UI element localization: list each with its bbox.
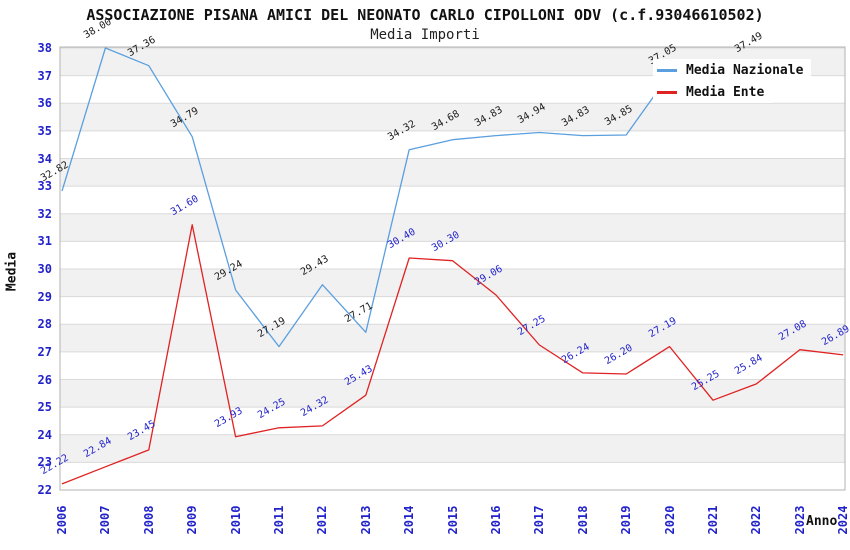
y-tick-28: 28 — [37, 317, 52, 332]
legend-label-media-ente: Media Ente — [686, 84, 765, 100]
x-tick-2015: 2015 — [445, 505, 460, 535]
y-tick-23: 23 — [37, 455, 52, 470]
y-tick-31: 31 — [37, 234, 52, 249]
x-tick-2017: 2017 — [532, 505, 547, 535]
x-tick-2021: 2021 — [706, 505, 720, 535]
y-tick-27: 27 — [37, 344, 52, 359]
y-tick-38: 38 — [37, 41, 52, 55]
y-tick-22: 22 — [37, 483, 52, 497]
x-axis-label: Anno — [806, 514, 838, 529]
y-tick-25: 25 — [37, 400, 52, 415]
x-tick-2012: 2012 — [315, 505, 330, 535]
chart-title: ASSOCIAZIONE PISANA AMICI DEL NEONATO CA… — [86, 6, 764, 24]
x-tick-2016: 2016 — [489, 505, 503, 535]
y-tick-36: 36 — [37, 96, 52, 111]
x-tick-2013: 2013 — [358, 505, 373, 535]
x-tick-2018: 2018 — [575, 505, 590, 535]
x-tick-2006: 2006 — [55, 505, 69, 535]
y-tick-33: 33 — [37, 179, 52, 194]
y-tick-26: 26 — [37, 372, 52, 387]
legend-item-media-ente: Media Ente — [653, 81, 773, 103]
legend-item-media-nazionale: Media Nazionale — [653, 59, 812, 81]
x-tick-2019: 2019 — [619, 505, 634, 535]
x-tick-2020: 2020 — [662, 505, 677, 535]
media-nazionale-line-swatch-icon — [657, 68, 677, 72]
legend: Media Nazionale Media Ente — [653, 59, 812, 103]
x-tick-2009: 2009 — [185, 505, 200, 535]
legend-label-media-nazionale: Media Nazionale — [686, 62, 804, 78]
y-axis-label: Media — [4, 251, 20, 292]
x-tick-2014: 2014 — [402, 505, 417, 535]
y-tick-29: 29 — [37, 289, 52, 304]
x-tick-2022: 2022 — [749, 505, 764, 535]
x-tick-2008: 2008 — [141, 505, 156, 535]
x-tick-2024: 2024 — [836, 505, 850, 535]
y-tick-24: 24 — [37, 427, 52, 442]
y-tick-32: 32 — [37, 206, 52, 221]
y-tick-35: 35 — [37, 123, 52, 138]
y-tick-37: 37 — [37, 68, 52, 83]
x-tick-2023: 2023 — [792, 505, 807, 535]
x-tick-2010: 2010 — [228, 505, 243, 535]
y-tick-30: 30 — [37, 262, 52, 276]
media-ente-line-swatch-icon — [657, 90, 677, 94]
x-tick-2011: 2011 — [272, 505, 286, 535]
y-tick-34: 34 — [37, 151, 52, 166]
chart-subtitle: Media Importi — [370, 27, 480, 43]
x-tick-2007: 2007 — [98, 505, 113, 535]
